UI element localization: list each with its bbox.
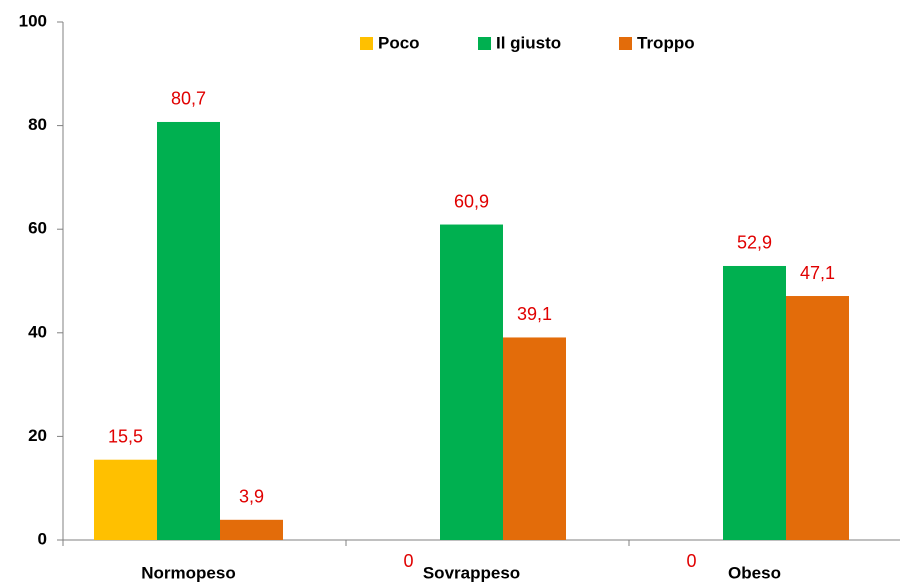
data-label: 0 (686, 551, 696, 571)
legend-label: Troppo (637, 33, 695, 52)
data-label: 3,9 (239, 487, 264, 507)
data-label: 52,9 (737, 233, 772, 253)
bar (94, 459, 157, 540)
legend-swatch (478, 37, 491, 50)
data-label: 15,5 (108, 426, 143, 446)
y-tick-label: 100 (19, 11, 47, 30)
legend-swatch (360, 37, 373, 50)
bar (786, 296, 849, 540)
data-label: 80,7 (171, 89, 206, 109)
y-tick-label: 0 (38, 529, 47, 548)
bar (157, 121, 220, 540)
y-tick-label: 60 (28, 219, 47, 238)
data-label: 60,9 (454, 191, 489, 211)
legend-swatch (619, 37, 632, 50)
bar (220, 519, 283, 540)
y-tick-label: 20 (28, 426, 47, 445)
data-label: 39,1 (517, 304, 552, 324)
bar (503, 337, 566, 540)
data-label: 47,1 (800, 263, 835, 283)
legend-label: Poco (378, 33, 420, 52)
x-tick-label: Normopeso (141, 563, 235, 582)
y-tick-label: 80 (28, 115, 47, 134)
bar (440, 224, 503, 540)
legend-label: Il giusto (496, 33, 561, 52)
x-tick-label: Sovrappeso (423, 563, 520, 582)
x-tick-label: Obeso (728, 563, 781, 582)
data-label: 0 (403, 551, 413, 571)
bar (723, 265, 786, 540)
y-tick-label: 40 (28, 322, 47, 341)
